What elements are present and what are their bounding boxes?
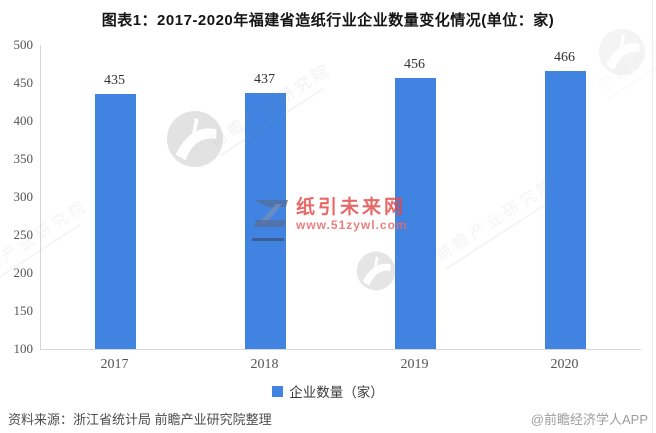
bar-value-label: 437 [254,71,275,87]
credit-text: @前瞻经济学人APP [530,412,648,427]
y-tick-label: 350 [13,151,34,166]
bar-value-label: 435 [104,73,125,89]
y-tick-label: 200 [13,265,34,280]
x-tick-label: 2018 [250,357,279,372]
y-tick-label: 150 [13,303,34,318]
legend-swatch [272,385,284,397]
x-tick-label: 2017 [100,357,129,372]
bar-value-label: 456 [404,57,425,73]
chart-title: 图表1：2017-2020年福建省造纸行业企业数量变化情况(单位：家) [101,12,555,29]
plot-area [40,45,641,350]
y-tick-label: 450 [13,75,34,90]
bar-2018 [245,92,286,349]
footer: 资料来源：浙江省统计局 前瞻产业研究院整理 @前瞻经济学人APP [8,409,648,428]
y-tick-label: 300 [13,189,34,204]
y-tick-label: 500 [13,37,34,52]
bar-2017 [95,94,136,349]
legend-label: 企业数量（家） [289,385,384,400]
y-tick-label: 100 [13,341,34,356]
y-tick-label: 400 [13,113,34,128]
y-tick-label: 250 [13,227,34,242]
bar-2020 [545,70,586,349]
source-text: 资料来源：浙江省统计局 前瞻产业研究院整理 [8,412,272,427]
bar-2019 [395,78,436,349]
x-tick-label: 2020 [550,357,579,372]
x-tick-label: 2019 [400,357,429,372]
legend: 企业数量（家） [0,381,656,401]
right-edge-line [652,0,653,433]
bar-value-label: 466 [554,49,575,65]
